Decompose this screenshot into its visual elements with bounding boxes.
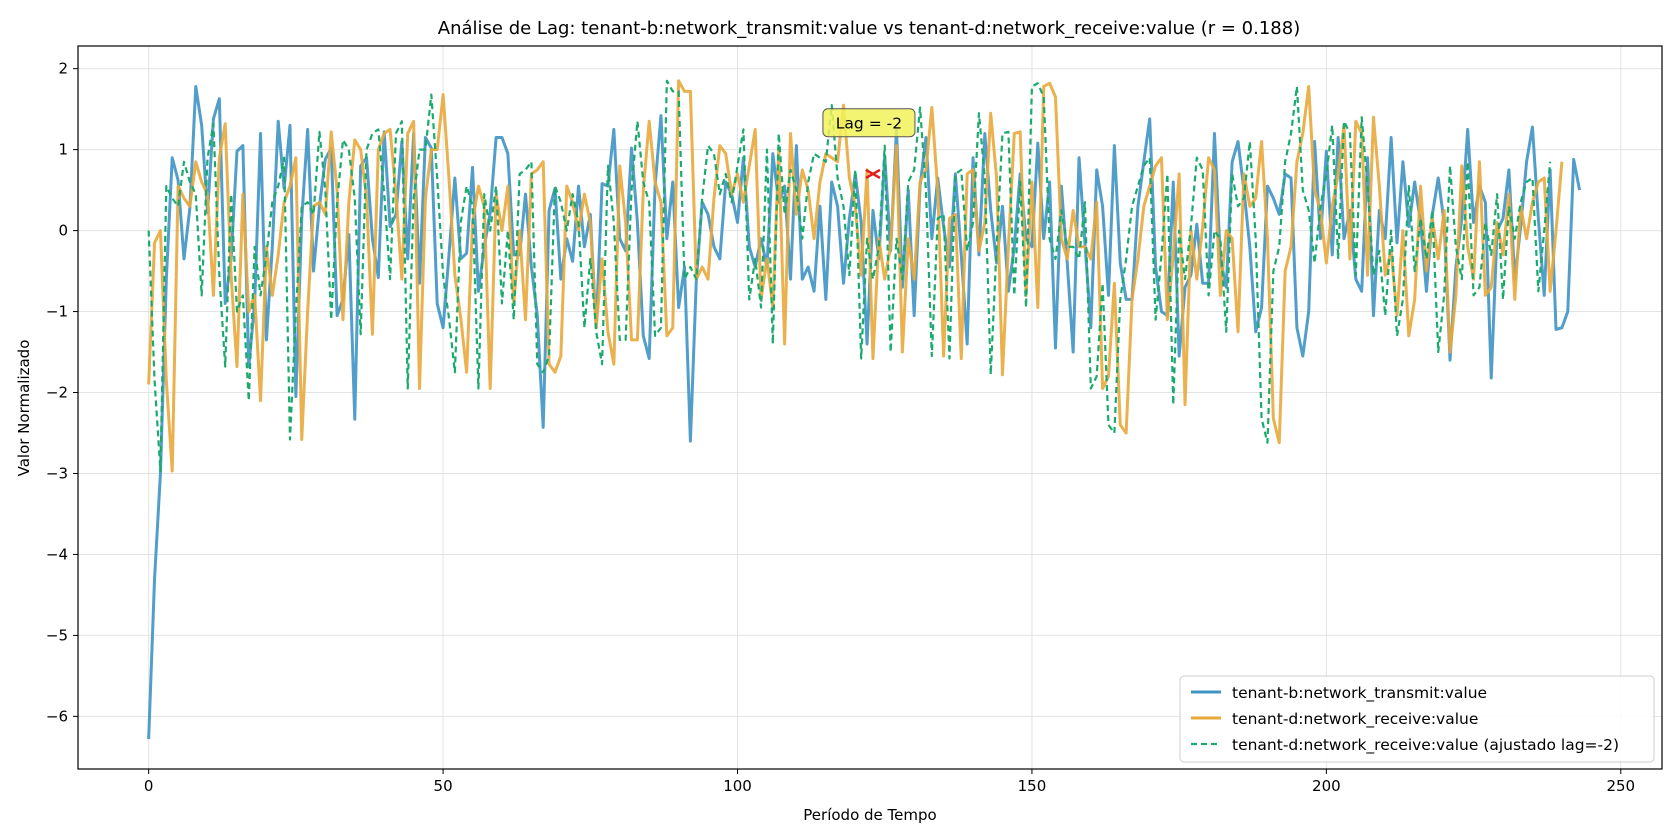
y-tick-label: −3 — [46, 464, 68, 482]
series-lines — [147, 79, 1582, 740]
x-tick-label: 100 — [723, 777, 752, 795]
x-tick-label: 0 — [144, 777, 154, 795]
y-tick-label: −5 — [46, 626, 68, 644]
series-line-receive — [147, 79, 1564, 473]
y-axis-label: Valor Normalizado — [15, 340, 33, 477]
x-tick-label: 250 — [1606, 777, 1635, 795]
x-tick-label: 200 — [1312, 777, 1341, 795]
y-tick-label: −6 — [46, 707, 68, 725]
y-tick-label: −1 — [46, 303, 68, 321]
chart-title: Análise de Lag: tenant-b:network_transmi… — [438, 18, 1300, 39]
series-line-receive-adjusted — [147, 79, 1552, 473]
y-tick-label: −4 — [46, 545, 68, 563]
x-tick-label: 150 — [1018, 777, 1047, 795]
plot-frame — [77, 45, 1663, 770]
y-tick-label: 0 — [58, 222, 68, 240]
legend: tenant-b:network_transmit:value tenant-d… — [1179, 675, 1655, 763]
y-tick-label: −2 — [46, 384, 68, 402]
y-tick-label: 1 — [58, 141, 68, 159]
lag-annotation-label: Lag = -2 — [836, 115, 902, 133]
legend-label-transmit: tenant-b:network_transmit:value — [1232, 684, 1487, 703]
legend-box — [1179, 675, 1655, 763]
lag-marker-x — [865, 168, 881, 180]
lag-annotation-box — [822, 108, 916, 138]
y-tick-label: 2 — [58, 60, 68, 78]
legend-label-receive-adjusted: tenant-d:network_receive:value (ajustado… — [1232, 736, 1619, 755]
legend-label-receive: tenant-d:network_receive:value — [1232, 710, 1478, 729]
x-axis-label: Período de Tempo — [803, 806, 936, 824]
y-axis-ticks: 2 1 0 −1 −2 −3 −4 −5 −6 — [46, 60, 78, 725]
lag-annotation: Lag = -2 — [822, 108, 916, 180]
x-axis-ticks: 0 50 100 150 200 250 — [144, 769, 1635, 795]
x-tick-label: 50 — [434, 777, 453, 795]
